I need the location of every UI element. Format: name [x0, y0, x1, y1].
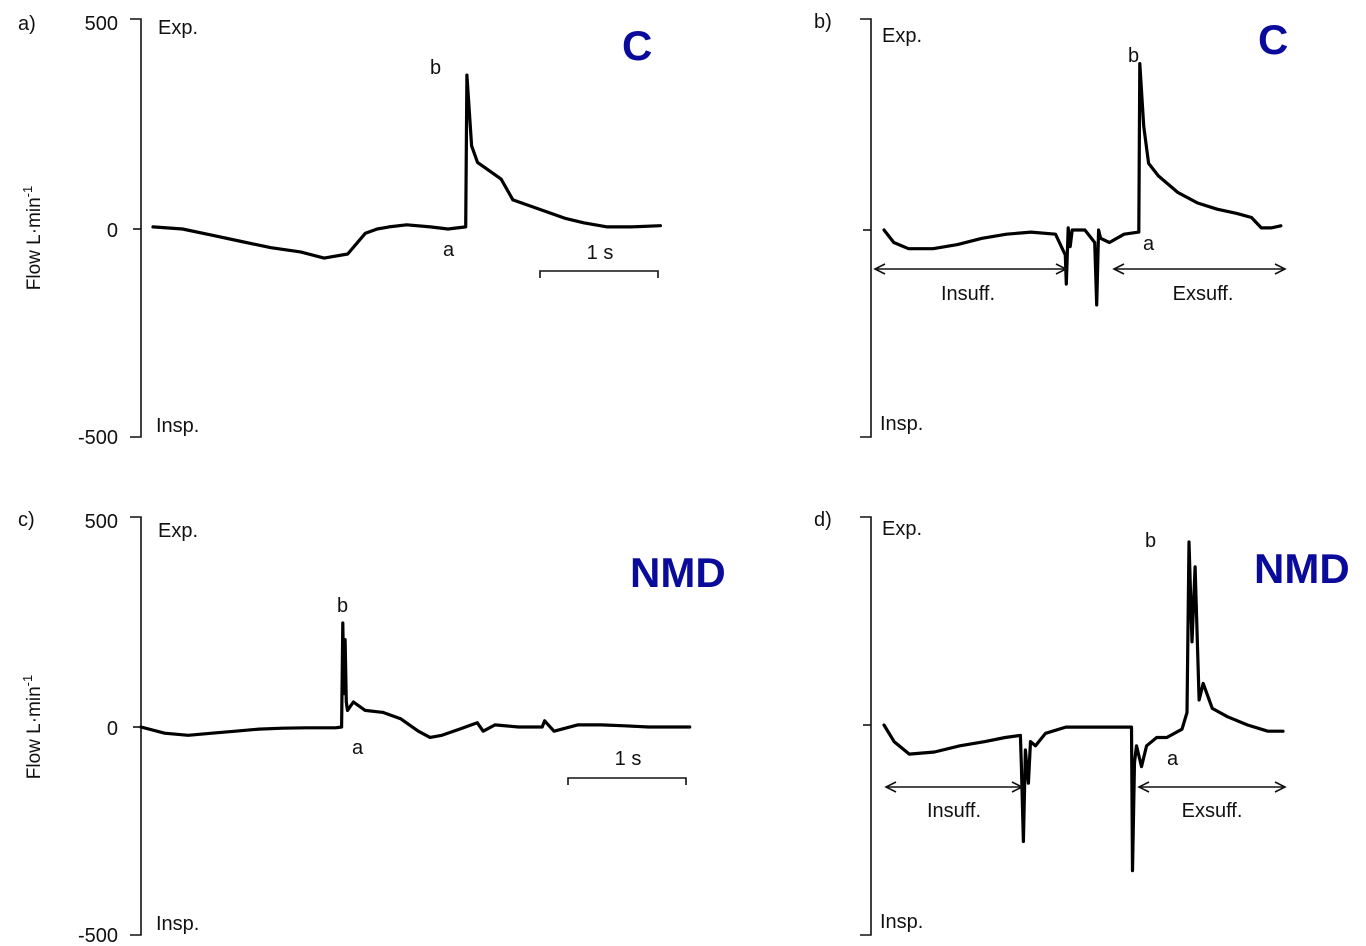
panel-c-ylabel: Flow L·min	[24, 686, 45, 779]
panel-b-y-axis	[860, 18, 872, 438]
panel-c: c) NMD Flow L·min-1 500 0 -500 Exp. Insp…	[18, 509, 726, 946]
panel-b-group-label: C	[1258, 16, 1288, 63]
panel-a-scale-bar	[539, 270, 659, 278]
panel-b-point-a: a	[1143, 233, 1155, 255]
panel-b-insp-label: Insp.	[880, 413, 923, 435]
panel-c-point-a: a	[352, 737, 364, 759]
panel-d-exsuff-arrow	[1137, 781, 1287, 793]
panel-b-insuff-label: Insuff.	[941, 283, 995, 305]
panel-c-ytick-zero: 0	[107, 718, 118, 740]
panel-a-exp-label: Exp.	[158, 17, 198, 39]
panel-a-point-b: b	[430, 57, 441, 79]
panel-a-flow-trace	[151, 73, 662, 260]
panel-d-y-axis	[860, 516, 872, 936]
panel-b: b) C Exp. Insp. b a Insuff. Exsuff.	[814, 11, 1288, 438]
panel-c-y-axis-title: Flow L·min-1	[20, 675, 45, 779]
panel-b-flow-trace	[882, 62, 1283, 307]
panel-a-ylabel: Flow L·min	[24, 197, 45, 290]
panel-a-point-a: a	[443, 239, 455, 261]
panel-b-exp-label: Exp.	[882, 25, 922, 47]
panel-d-exp-label: Exp.	[882, 518, 922, 540]
svg-text:Flow L·min-1: Flow L·min-1	[20, 675, 45, 779]
panel-b-insuff-arrow	[873, 263, 1068, 275]
panel-c-insp-label: Insp.	[156, 913, 199, 935]
panel-b-exsuff-label: Exsuff.	[1173, 283, 1234, 305]
panel-c-y-axis	[130, 516, 142, 936]
panel-c-ytick-bottom: -500	[78, 925, 118, 946]
panel-c-scale-bar-label: 1 s	[615, 748, 642, 770]
panel-a-ylabel-sup: -1	[20, 186, 35, 198]
panel-a-insp-label: Insp.	[156, 415, 199, 437]
panel-a: a) C Flow L·min-1 500 0 -500 Exp. Insp. …	[18, 13, 662, 449]
panel-c-flow-trace	[139, 621, 692, 739]
panel-d-label: d)	[814, 509, 832, 531]
panel-c-point-b: b	[337, 595, 348, 617]
panel-d-insp-label: Insp.	[880, 911, 923, 933]
panel-c-label: c)	[18, 509, 35, 531]
panel-a-ytick-bottom: -500	[78, 427, 118, 449]
panel-a-scale-bar-label: 1 s	[587, 242, 614, 264]
panel-c-ytick-top: 500	[85, 511, 118, 533]
svg-text:Flow L·min-1: Flow L·min-1	[20, 186, 45, 290]
panel-d-group-label: NMD	[1254, 545, 1350, 592]
panel-b-exsuff-arrow	[1112, 263, 1287, 275]
panel-a-group-label: C	[622, 22, 652, 69]
panel-d-insuff-label: Insuff.	[927, 800, 981, 822]
panel-d-flow-trace	[882, 540, 1285, 873]
panel-b-label: b)	[814, 11, 832, 33]
panel-c-group-label: NMD	[630, 549, 726, 596]
panel-d: d) NMD Exp. Insp. b a Insuff. Exsuff.	[814, 509, 1350, 936]
panel-b-point-b: b	[1128, 45, 1139, 67]
panel-d-point-b: b	[1145, 530, 1156, 552]
panel-c-scale-bar	[567, 777, 687, 785]
panel-a-ytick-top: 500	[85, 13, 118, 35]
panel-c-ylabel-sup: -1	[20, 675, 35, 687]
panel-d-exsuff-label: Exsuff.	[1182, 800, 1243, 822]
panel-a-y-axis-title: Flow L·min-1	[20, 186, 45, 290]
panel-d-insuff-arrow	[884, 781, 1024, 793]
panel-c-exp-label: Exp.	[158, 520, 198, 542]
panel-a-ytick-zero: 0	[107, 220, 118, 242]
panel-d-point-a: a	[1167, 748, 1179, 770]
panel-a-y-axis	[130, 18, 142, 438]
panel-a-label: a)	[18, 13, 36, 35]
